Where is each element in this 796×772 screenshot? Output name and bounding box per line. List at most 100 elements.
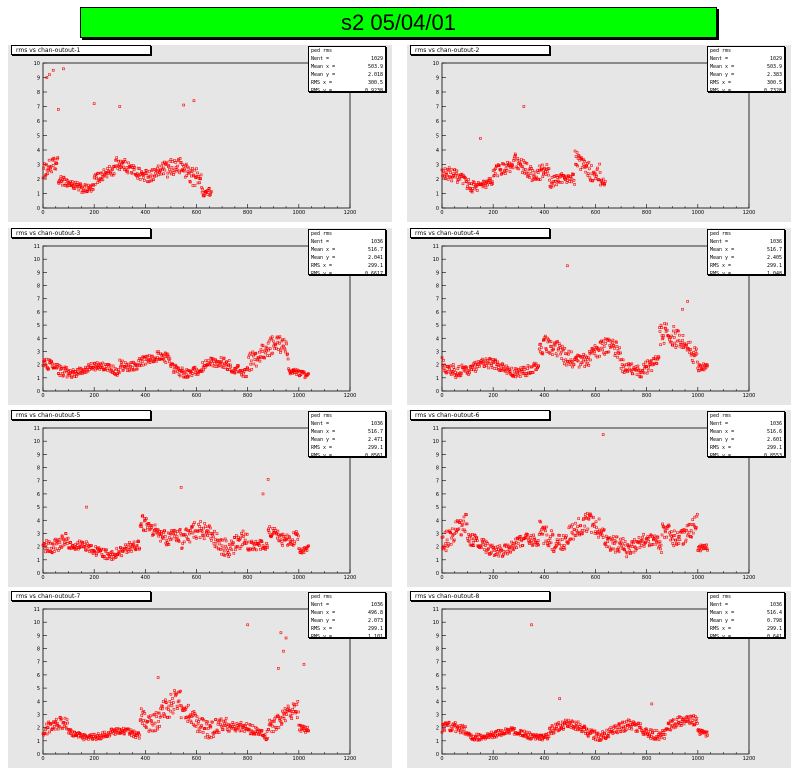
data-point <box>222 724 226 727</box>
data-point <box>184 708 188 711</box>
data-point <box>238 547 242 551</box>
stats-row: RMS y = 0.7328 <box>710 87 782 95</box>
data-point <box>563 547 567 551</box>
data-point <box>442 366 446 370</box>
data-point <box>577 154 581 158</box>
data-point <box>513 544 517 548</box>
data-point <box>508 731 511 735</box>
data-point <box>514 158 518 162</box>
data-point <box>183 167 187 171</box>
data-point <box>677 339 681 342</box>
data-point <box>590 531 593 534</box>
data-point <box>140 360 144 363</box>
data-point <box>499 364 502 367</box>
stats-row: Mean x = 496.8 <box>311 609 383 617</box>
data-point <box>167 543 171 546</box>
data-point <box>138 733 142 737</box>
data-point <box>202 537 206 541</box>
data-point <box>513 541 516 545</box>
stats-row: Mean x = 516.4 <box>710 609 782 617</box>
data-point <box>513 727 516 730</box>
data-point <box>138 546 142 550</box>
data-point <box>288 536 291 539</box>
data-point <box>246 623 249 627</box>
data-point <box>199 725 203 729</box>
data-point <box>461 528 465 532</box>
data-point <box>125 363 129 366</box>
data-point <box>178 704 182 707</box>
stats-label: Mean x = <box>710 429 735 435</box>
data-point <box>694 347 698 351</box>
data-point <box>670 534 674 538</box>
data-point <box>494 545 498 549</box>
data-point <box>168 536 171 539</box>
data-point <box>530 365 533 369</box>
stats-label: Nent = <box>311 239 330 245</box>
data-point <box>268 718 271 722</box>
data-point <box>705 731 708 734</box>
data-point <box>630 362 634 366</box>
data-point <box>650 363 654 367</box>
data-point <box>582 516 586 520</box>
y-tick-label: 1 <box>436 739 439 745</box>
data-point <box>179 689 182 693</box>
chart-pad-3: 0 200 400 600 800 1000 1200 0 1 2 3 4 5 6 7 8 9 10 11 rms v… <box>8 228 392 405</box>
data-point <box>181 542 184 545</box>
data-point <box>603 337 607 341</box>
y-tick-label: 7 <box>37 479 40 485</box>
data-point <box>253 732 257 736</box>
data-point <box>646 535 649 539</box>
y-tick-label: 10 <box>433 620 439 626</box>
data-point <box>517 537 521 541</box>
data-point <box>221 538 224 542</box>
data-point <box>225 722 228 726</box>
y-tick-label: 1 <box>436 192 439 198</box>
data-point <box>650 369 654 373</box>
data-point <box>255 548 258 552</box>
data-point <box>215 532 219 536</box>
data-point <box>264 738 268 742</box>
data-point <box>159 714 163 718</box>
data-point <box>175 535 179 538</box>
data-point <box>235 370 238 374</box>
data-point <box>221 728 225 731</box>
data-point <box>156 352 160 355</box>
data-point <box>245 722 248 725</box>
data-point <box>135 544 138 548</box>
data-point <box>174 693 178 696</box>
stats-label: RMS x = <box>710 445 732 451</box>
data-point <box>615 341 618 344</box>
data-point <box>512 369 516 373</box>
data-point <box>570 180 573 184</box>
data-point <box>127 550 130 553</box>
data-point <box>177 699 181 703</box>
stats-value: 0.8553 <box>763 453 782 459</box>
data-point <box>547 731 550 735</box>
data-point <box>64 532 68 535</box>
data-point <box>603 732 607 735</box>
data-point <box>125 545 128 549</box>
stats-label: RMS x = <box>710 626 732 632</box>
data-point <box>597 535 600 539</box>
data-point <box>557 721 560 724</box>
data-point <box>89 362 93 365</box>
data-point <box>442 359 445 362</box>
data-point <box>630 369 633 373</box>
data-point <box>198 730 202 734</box>
y-tick-label: 9 <box>37 76 40 82</box>
data-point <box>596 166 599 170</box>
data-point <box>236 727 240 731</box>
data-point <box>560 720 564 724</box>
data-point <box>63 178 66 181</box>
data-point <box>559 547 563 551</box>
data-point <box>544 173 548 176</box>
data-point <box>147 175 151 178</box>
data-point <box>189 719 193 723</box>
stats-value: 503.9 <box>367 64 383 70</box>
x-tick-label: 0 <box>41 210 44 216</box>
data-point <box>205 722 209 726</box>
y-tick-label: 7 <box>436 479 439 485</box>
data-point <box>688 522 691 526</box>
data-point <box>484 737 487 741</box>
